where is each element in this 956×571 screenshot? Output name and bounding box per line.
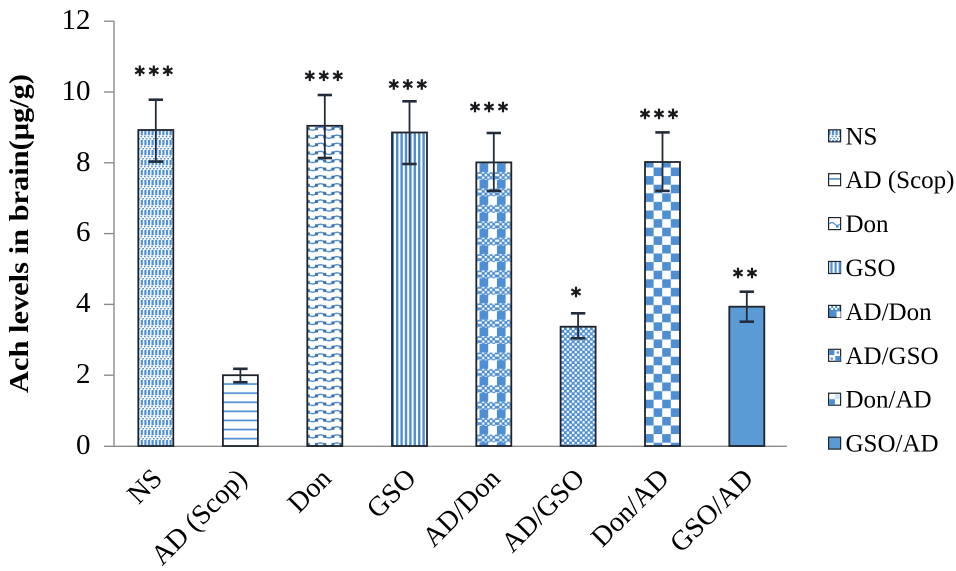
svg-text:2: 2 — [76, 358, 91, 390]
svg-text:GSO: GSO — [846, 255, 896, 282]
svg-text:AD/Don: AD/Don — [846, 299, 933, 326]
svg-text:GSO/AD: GSO/AD — [846, 431, 939, 458]
svg-text:8: 8 — [76, 146, 91, 178]
svg-text:AD (Scop): AD (Scop) — [846, 167, 955, 194]
svg-text:10: 10 — [62, 75, 91, 107]
svg-text:6: 6 — [76, 216, 91, 248]
svg-text:0: 0 — [76, 429, 91, 461]
svg-text:NS: NS — [846, 123, 878, 150]
svg-text:4: 4 — [76, 287, 91, 319]
svg-text:Ach levels in brain(μg/g): Ach levels in brain(μg/g) — [4, 74, 34, 393]
svg-text:12: 12 — [62, 4, 91, 36]
svg-text:Don: Don — [846, 211, 890, 238]
svg-text:Don/AD: Don/AD — [846, 387, 932, 414]
svg-text:AD/GSO: AD/GSO — [846, 343, 939, 370]
